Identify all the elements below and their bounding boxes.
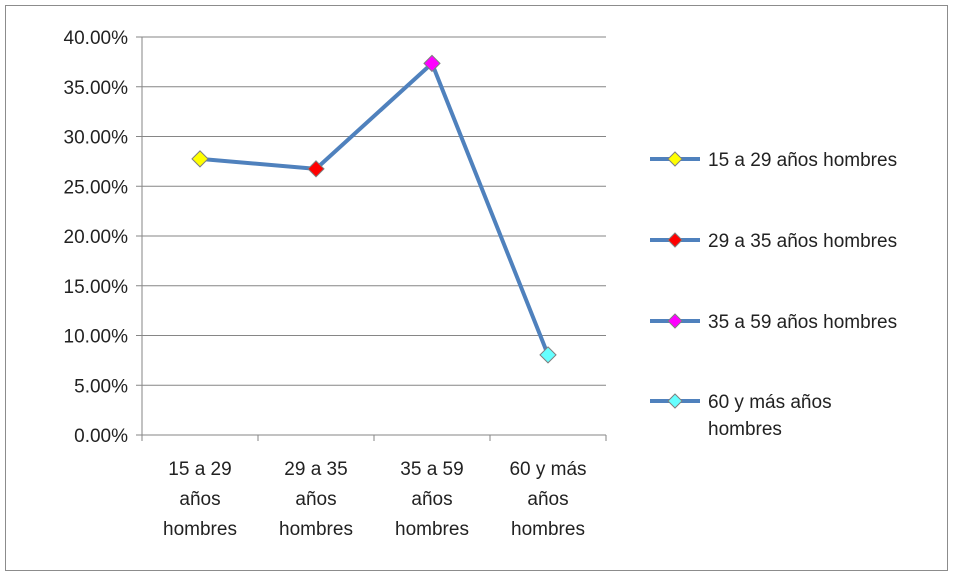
x-tick-labels: 15 a 29 años hombres 29 a 35 años hombres 35 a… [163, 459, 587, 540]
chart-frame: 0.00% 5.00% 10.00% 15.00% 20.00% 25.00% 30.00%… [5, 5, 948, 571]
x-tick-label: 35 a 59 años hombres [395, 459, 469, 540]
y-tick-label: 0.00% [74, 426, 128, 447]
legend-marker [668, 314, 682, 328]
x-tick-label: 60 y más años hombres [509, 459, 586, 540]
gridlines [142, 37, 606, 385]
x-tick-label: 29 a 35 años hombres [279, 459, 353, 540]
series-line-path [200, 63, 548, 355]
y-tick-labels: 0.00% 5.00% 10.00% 15.00% 20.00% 25.00% 30.00%… [64, 28, 129, 447]
legend-label: 60 y más años hombres [708, 392, 832, 440]
y-tick-label: 10.00% [64, 327, 129, 348]
legend-marker [668, 152, 682, 166]
legend-label: 35 a 59 años hombres [708, 312, 897, 333]
legend-label: 15 a 29 años hombres [708, 150, 897, 171]
series-markers [192, 55, 556, 363]
line-chart: 0.00% 5.00% 10.00% 15.00% 20.00% 25.00% 30.00%… [6, 6, 949, 572]
data-point-marker [192, 151, 208, 167]
series-line [200, 63, 548, 355]
legend-label: 29 a 35 años hombres [708, 231, 897, 252]
data-point-marker [540, 347, 556, 363]
legend: 15 a 29 años hombres 29 a 35 años hombres… [650, 150, 897, 440]
legend-marker [668, 394, 682, 408]
y-tick-label: 25.00% [64, 177, 129, 198]
y-tick-label: 30.00% [64, 128, 129, 149]
y-tick-label: 5.00% [74, 376, 128, 397]
y-tick-label: 15.00% [64, 277, 129, 298]
legend-marker [668, 233, 682, 247]
axes [136, 37, 606, 441]
x-tick-label: 15 a 29 años hombres [163, 459, 237, 540]
y-tick-label: 20.00% [64, 227, 129, 248]
y-tick-label: 40.00% [64, 28, 129, 49]
y-tick-label: 35.00% [64, 78, 129, 99]
